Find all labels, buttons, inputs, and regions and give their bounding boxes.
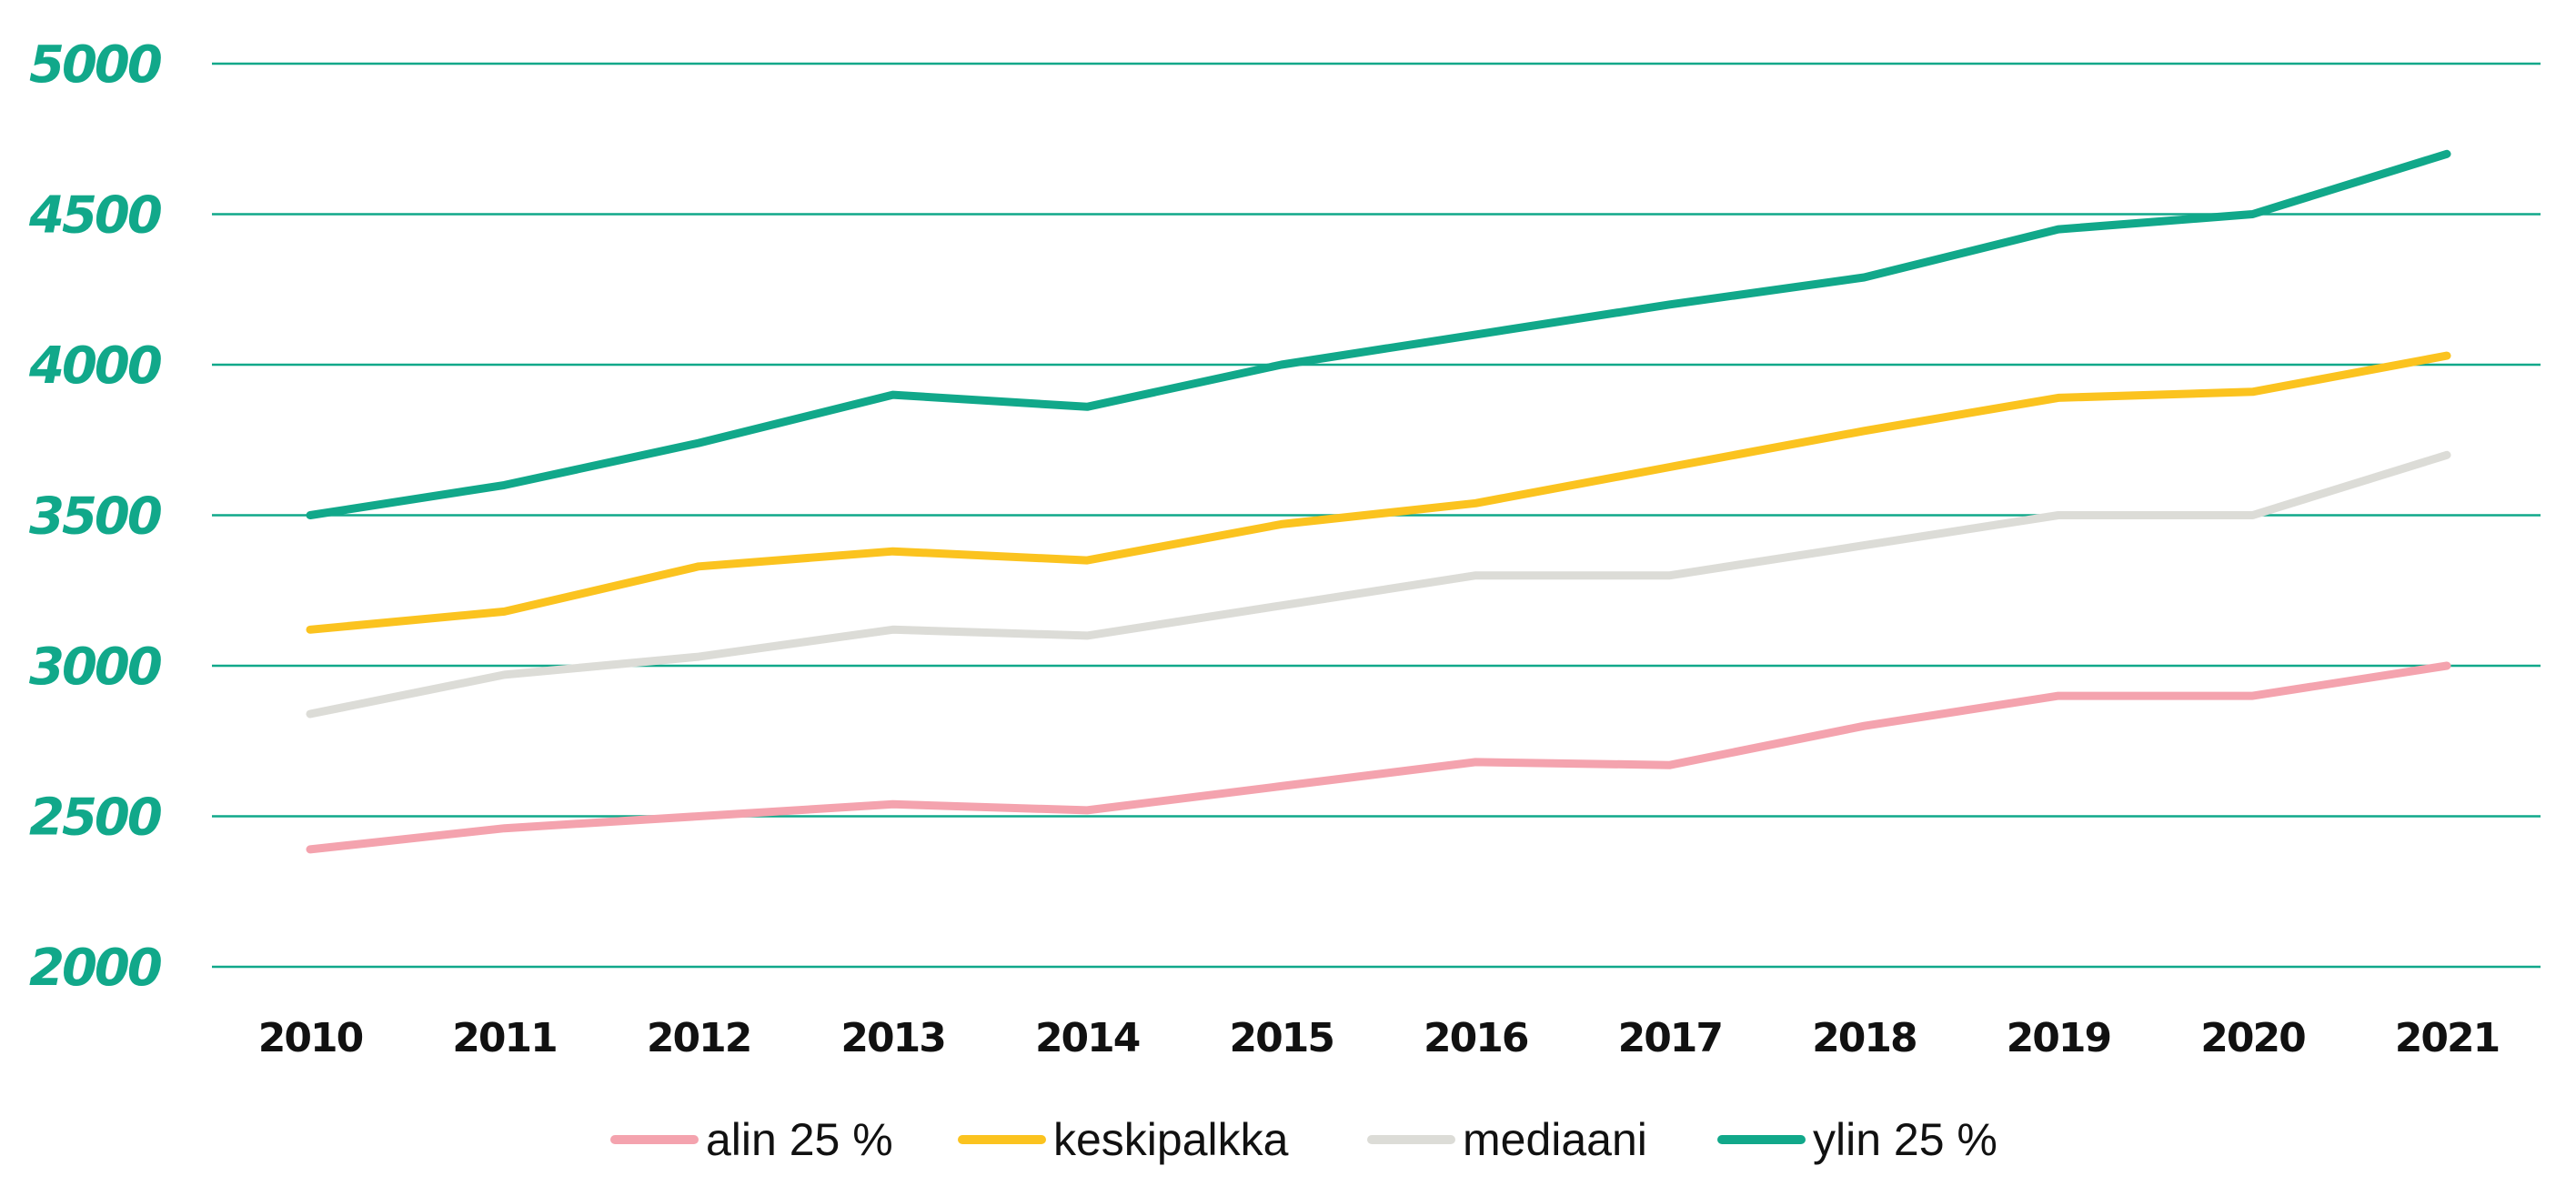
x-tick-label: 2010 [258,1015,363,1061]
x-tick-label: 2016 [1424,1015,1528,1061]
series-lines [306,149,2451,854]
x-tick-label: 2019 [2007,1015,2110,1061]
x-tick-label: 2014 [1035,1015,1140,1061]
y-tick-label: 5000 [29,35,161,95]
series-line-4 [306,149,2451,519]
legend-label-3: mediaani [1463,1114,1647,1165]
series-line-3 [306,450,2451,719]
legend: alin 25 % keskipalkka mediaani ylin 25 % [610,1114,1997,1165]
legend-label-4: ylin 25 % [1813,1114,1997,1165]
y-tick-label: 3000 [29,638,161,697]
series-line-1 [306,661,2451,854]
x-tick-label: 2012 [647,1015,750,1061]
x-tick-label: 2017 [1618,1015,1722,1061]
x-tick-label: 2020 [2200,1015,2305,1061]
y-tick-label: 4000 [28,337,161,396]
x-tick-label: 2018 [1812,1015,1916,1061]
y-axis-ticks: 5000 4500 4000 3500 3000 2500 2000 [28,35,164,998]
legend-label-1: alin 25 % [706,1114,893,1165]
y-tick-label: 4500 [28,186,161,246]
y-tick-label: 2000 [29,939,161,998]
x-tick-label: 2013 [840,1015,944,1061]
x-tick-label: 2015 [1229,1015,1333,1061]
y-tick-label: 2500 [29,789,161,848]
legend-label-2: keskipalkka [1053,1114,1289,1165]
y-tick-label: 3500 [29,487,161,547]
x-tick-label: 2011 [452,1015,556,1061]
series-line-2 [306,351,2451,634]
x-axis-ticks: 2010 2011 2012 2013 2014 2015 2016 2017 2018 2019… [258,1015,2501,1061]
x-tick-label: 2021 [2395,1015,2499,1061]
